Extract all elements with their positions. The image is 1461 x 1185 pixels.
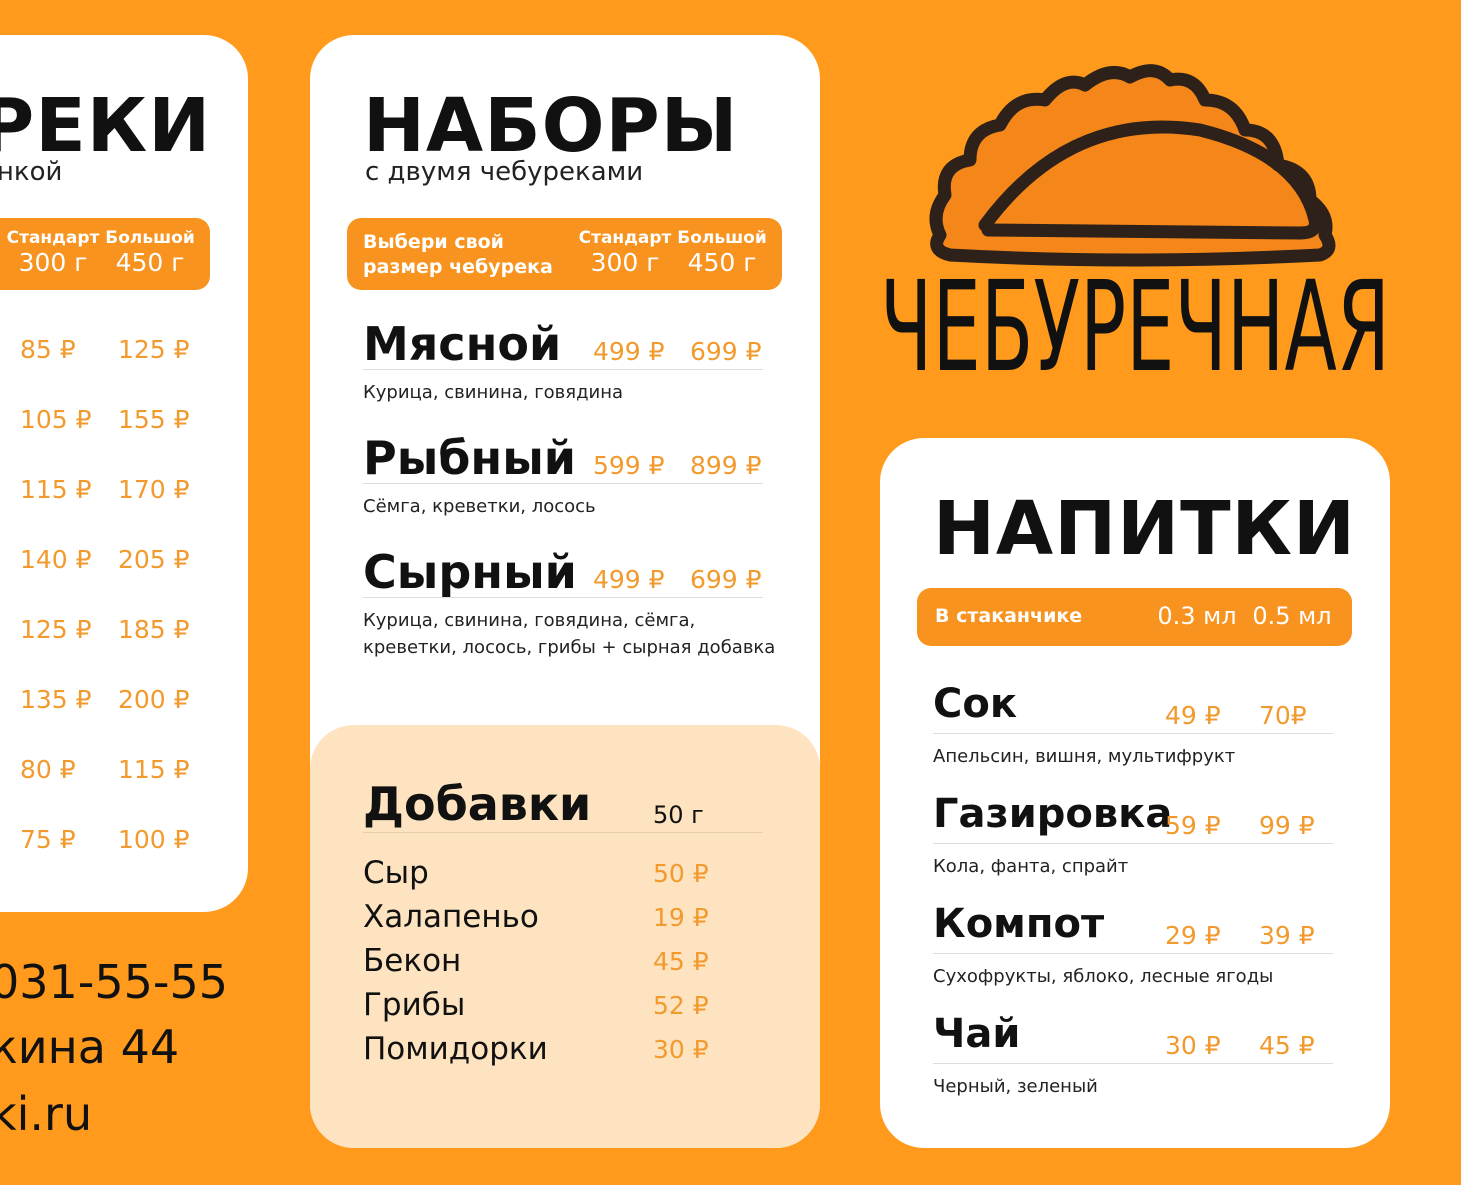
- size-standard: Стандарт 300 г: [578, 228, 672, 277]
- price-large: 170 ₽: [118, 475, 190, 504]
- price-large: 205 ₽: [118, 545, 190, 574]
- addons-weight: 50 г: [653, 801, 704, 829]
- price-large: 115 ₽: [118, 755, 190, 784]
- price-large: 155 ₽: [118, 405, 190, 434]
- addon-name: Халапеньо: [363, 899, 539, 935]
- addon-price: 30 ₽: [653, 1035, 709, 1064]
- section-subtitle: инкой: [0, 157, 63, 187]
- size-header-bar: Стандарт 300 г Большой 450 г: [0, 218, 210, 290]
- addon-price: 19 ₽: [653, 903, 709, 932]
- price-standard: 135 ₽: [20, 685, 92, 714]
- size-large: 0.5 мл: [1252, 602, 1332, 630]
- size-large: Большой 450 г: [105, 228, 195, 277]
- size-small: 0.3 мл: [1157, 602, 1237, 630]
- addon-name: Сыр: [363, 855, 429, 891]
- address: кина 44: [0, 1020, 180, 1074]
- addon-price: 50 ₽: [653, 859, 709, 888]
- price-large: 100 ₽: [118, 825, 190, 854]
- size-large: Большой 450 г: [677, 228, 767, 277]
- divider: [363, 832, 763, 833]
- section-title: НАПИТКИ: [933, 486, 1356, 572]
- price-large: 200 ₽: [118, 685, 190, 714]
- drinks-menu-card: НАПИТКИ В стаканчике 0.3 мл 0.5 мл Сок 49…: [880, 438, 1390, 1148]
- addons-title: Добавки: [363, 777, 592, 831]
- bar-label: Выбери свой размер чебурека: [363, 231, 553, 278]
- price-standard: 125 ₽: [20, 615, 92, 644]
- price-standard: 105 ₽: [20, 405, 92, 434]
- section-title: НАБОРЫ: [363, 83, 739, 169]
- phone: 031-55-55: [0, 955, 229, 1009]
- addon-price: 45 ₽: [653, 947, 709, 976]
- size-header-bar: В стаканчике 0.3 мл 0.5 мл: [917, 588, 1352, 646]
- website: ki.ru: [0, 1087, 93, 1141]
- addon-price: 52 ₽: [653, 991, 709, 1020]
- size-standard: Стандарт 300 г: [6, 228, 100, 277]
- price-standard: 80 ₽: [20, 755, 76, 784]
- addon-name: Помидорки: [363, 1031, 548, 1067]
- price-standard: 115 ₽: [20, 475, 92, 504]
- addon-name: Бекон: [363, 943, 462, 979]
- price-standard: 75 ₽: [20, 825, 76, 854]
- addon-name: Грибы: [363, 987, 466, 1023]
- logo: ЧЕБУРЕЧНАЯ: [870, 55, 1410, 400]
- sets-menu-card: НАБОРЫ с двумя чебуреками Выбери свой ра…: [310, 35, 820, 1148]
- price-standard: 140 ₽: [20, 545, 92, 574]
- price-large: 125 ₽: [118, 335, 190, 364]
- cheburek-icon: ЧЕБУРЕЧНАЯ: [880, 64, 1390, 400]
- addons-section: Добавки 50 г Сыр 50 ₽ Халапеньо 19 ₽ Бекон 45…: [310, 725, 820, 1148]
- logo-text: ЧЕБУРЕЧНАЯ: [880, 255, 1390, 385]
- price-large: 185 ₽: [118, 615, 190, 644]
- size-header-bar: Выбери свой размер чебурека Стандарт 300 …: [347, 218, 782, 290]
- section-title: РЕКИ: [0, 83, 212, 169]
- bar-label: В стаканчике: [935, 605, 1083, 627]
- section-subtitle: с двумя чебуреками: [365, 157, 644, 187]
- price-standard: 85 ₽: [20, 335, 76, 364]
